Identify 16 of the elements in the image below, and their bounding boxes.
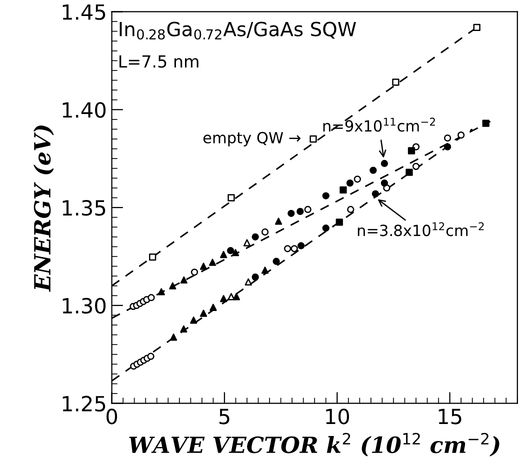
annotation: In$_{0.28}$Ga$_{0.72}$As/GaAs SQW [120, 22, 356, 40]
annotation: L=7.5 nm [120, 55, 198, 68]
annotation: empty QW → [203, 132, 300, 146]
x-tick-label: 15 [438, 408, 462, 424]
x-tick-label: 5 [219, 408, 230, 424]
x-tick-label: 0 [106, 408, 118, 424]
x-axis-title: WAVE VECTOR k$^{2}$ (10$^{12}$ cm$^{−2}$) [129, 432, 500, 456]
x-tick-label: 10 [326, 408, 350, 424]
annotation: n=9x10$^{11}$cm$^{−2}$ [323, 118, 435, 132]
y-tick-label: 1.30 [62, 298, 106, 314]
y-axis-title: ENERGY (eV) [33, 126, 54, 292]
y-tick-label: 1.45 [62, 4, 106, 20]
annotation: n=3.8x10$^{12}$cm$^{−2}$ [358, 222, 484, 236]
y-tick-label: 1.25 [62, 396, 106, 412]
y-tick-label: 1.40 [62, 102, 106, 118]
y-tick-label: 1.35 [62, 200, 106, 216]
